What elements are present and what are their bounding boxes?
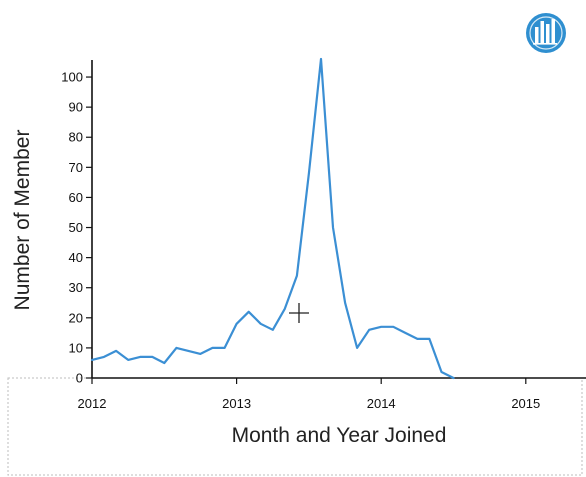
data-point[interactable] (137, 354, 143, 360)
data-point[interactable] (342, 300, 348, 306)
data-point[interactable] (234, 321, 240, 327)
y-tick-label: 10 (69, 340, 83, 355)
data-point[interactable] (125, 357, 131, 363)
y-tick-label: 0 (76, 371, 83, 386)
series-line-0 (90, 57, 455, 380)
data-point[interactable] (173, 345, 179, 351)
data-point[interactable] (161, 360, 167, 366)
x-tick-label: 2014 (367, 396, 396, 411)
data-point[interactable] (270, 327, 276, 333)
data-point[interactable] (402, 330, 408, 336)
y-tick-label: 80 (69, 130, 83, 145)
data-point[interactable] (113, 348, 119, 354)
data-point[interactable] (197, 351, 203, 357)
data-point[interactable] (101, 354, 107, 360)
data-point[interactable] (149, 354, 155, 360)
data-point[interactable] (246, 309, 252, 315)
y-axis-title: Number of Member (11, 130, 34, 311)
data-point[interactable] (439, 369, 445, 375)
y-tick-label: 40 (69, 250, 83, 265)
data-point[interactable] (330, 225, 336, 231)
series-layer (89, 56, 457, 381)
y-tick-label: 50 (69, 220, 83, 235)
data-point[interactable] (426, 336, 432, 342)
data-point[interactable] (258, 321, 264, 327)
data-point[interactable] (185, 348, 191, 354)
crosshair-cursor (289, 303, 309, 323)
x-tick-label: 2012 (78, 396, 107, 411)
data-point[interactable] (294, 273, 300, 279)
data-point[interactable] (318, 56, 324, 62)
x-axis-title: Month and Year Joined (232, 424, 447, 447)
y-tick-label: 100 (61, 70, 83, 85)
y-axis: 0 10 20 30 40 50 60 70 80 90 100 (61, 60, 93, 386)
y-tick-label: 70 (69, 160, 83, 175)
y-tick-label: 90 (69, 100, 83, 115)
brush-selection-box[interactable] (7, 377, 583, 476)
data-point[interactable] (366, 327, 372, 333)
data-point[interactable] (378, 324, 384, 330)
x-tick-label: 2013 (222, 396, 251, 411)
data-point[interactable] (390, 324, 396, 330)
data-point[interactable] (222, 345, 228, 351)
y-tick-label: 20 (69, 310, 83, 325)
y-tick-label: 60 (69, 190, 83, 205)
data-point[interactable] (89, 357, 95, 363)
data-point[interactable] (414, 336, 420, 342)
data-point[interactable] (354, 345, 360, 351)
data-point[interactable] (282, 306, 288, 312)
x-axis: 2012 2013 2014 2015 (78, 377, 586, 411)
bar-chart-logo-icon[interactable] (526, 13, 566, 53)
data-point[interactable] (306, 170, 312, 176)
y-tick-label: 30 (69, 280, 83, 295)
data-point[interactable] (451, 375, 457, 381)
x-tick-label: 2015 (511, 396, 540, 411)
data-point[interactable] (210, 345, 216, 351)
